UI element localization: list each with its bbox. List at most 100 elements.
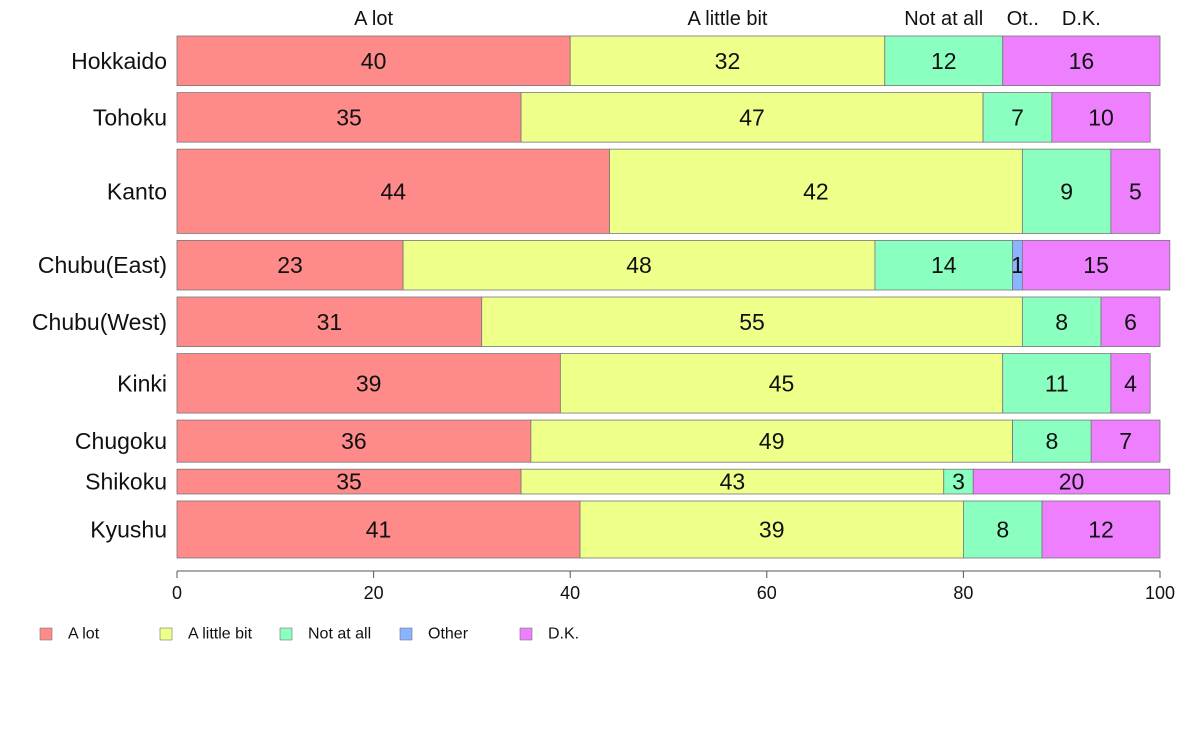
category-label-chubu-east-: Chubu(East) (38, 252, 167, 278)
legend-label: A lot (68, 626, 100, 643)
bar-segment (1110, 353, 1151, 414)
data-label: 39 (356, 370, 382, 396)
data-label: 10 (1088, 104, 1114, 130)
x-tick-label: 0 (172, 583, 182, 603)
bar-segment (1021, 296, 1102, 347)
data-label: 32 (715, 48, 741, 74)
bar-segment (1090, 419, 1161, 463)
x-tick-label: 60 (757, 583, 777, 603)
data-label: 8 (1045, 428, 1058, 454)
series-top-label: Not at all (904, 8, 983, 30)
data-label: 20 (1059, 469, 1085, 495)
data-label: 7 (1011, 104, 1024, 130)
data-label: 12 (931, 48, 957, 74)
data-label: 48 (626, 252, 652, 278)
legend-label: A little bit (188, 626, 253, 643)
bar-segment (520, 92, 984, 143)
bar-segment (176, 468, 522, 495)
bar-segment (176, 500, 581, 559)
data-label: 36 (341, 428, 367, 454)
data-label: 7 (1119, 428, 1132, 454)
category-label-tohoku: Tohoku (93, 104, 167, 130)
bar-segment (963, 500, 1043, 559)
bar-segment (176, 353, 561, 414)
bar-segment (520, 468, 945, 495)
data-label: 11 (1045, 370, 1069, 396)
legend-label: D.K. (548, 626, 579, 643)
x-tick-label: 80 (953, 583, 973, 603)
data-label: 35 (336, 104, 362, 130)
legend-swatch (159, 627, 173, 641)
bar-segment (530, 419, 1013, 463)
bar-segment (176, 240, 404, 291)
bar-segment (569, 35, 886, 86)
x-tick-label: 40 (560, 583, 580, 603)
data-label: 43 (720, 469, 746, 495)
legend-swatch (519, 627, 533, 641)
data-label: 14 (931, 252, 957, 278)
bar-segment (481, 296, 1023, 347)
series-top-label: D.K. (1062, 8, 1101, 30)
category-label-shikoku: Shikoku (85, 469, 167, 495)
bar-segment (884, 35, 1004, 86)
data-label: 8 (1055, 309, 1068, 335)
bar-segment (1051, 92, 1151, 143)
data-label: 49 (759, 428, 785, 454)
data-label: 16 (1069, 48, 1095, 74)
data-label: 5 (1129, 178, 1142, 204)
data-label: 40 (361, 48, 387, 74)
data-label: 3 (952, 469, 965, 495)
data-label: 31 (317, 309, 343, 335)
legend-swatch (279, 627, 293, 641)
bar-segment (982, 92, 1053, 143)
data-label: 47 (739, 104, 765, 130)
bar-segment (943, 468, 974, 495)
category-label-chubu-west-: Chubu(West) (32, 309, 167, 335)
bar-segment (402, 240, 876, 291)
data-label: 41 (366, 516, 392, 542)
data-label: 42 (803, 178, 829, 204)
data-label: 15 (1083, 252, 1109, 278)
category-label-kinki: Kinki (117, 370, 167, 396)
bar-segment (1021, 240, 1171, 291)
bar-segment (176, 35, 571, 86)
data-label: 23 (277, 252, 303, 278)
data-label: 35 (336, 469, 362, 495)
data-label: 39 (759, 516, 785, 542)
bar-segment (609, 148, 1023, 234)
bar-segment (1012, 419, 1092, 463)
series-top-label: Ot.. (1007, 8, 1039, 30)
data-label: 6 (1124, 309, 1137, 335)
bar-segment (1041, 500, 1161, 559)
bar-segment (972, 468, 1171, 495)
bar-segment (176, 419, 532, 463)
data-label: 8 (996, 516, 1009, 542)
data-label: 9 (1060, 178, 1073, 204)
data-label: 45 (769, 370, 795, 396)
category-label-kanto: Kanto (107, 178, 167, 204)
bar-segment (579, 500, 964, 559)
x-tick-label: 20 (364, 583, 384, 603)
data-label: 1 (1011, 252, 1024, 278)
bar-segment (874, 240, 1013, 291)
legend-label: Other (428, 626, 469, 643)
bar-segment (176, 92, 522, 143)
legend-label: Not at all (308, 626, 371, 643)
data-label: 55 (739, 309, 765, 335)
x-tick-label: 100 (1145, 583, 1175, 603)
category-label-hokkaido: Hokkaido (71, 48, 167, 74)
category-label-chugoku: Chugoku (75, 428, 167, 454)
data-label: 4 (1124, 370, 1137, 396)
series-top-label: A lot (354, 8, 393, 30)
series-top-label: A little bit (687, 8, 767, 30)
bar-segment (1100, 296, 1161, 347)
bar-segment (559, 353, 1004, 414)
data-label: 44 (380, 178, 406, 204)
bar-segment (1002, 35, 1161, 86)
data-label: 12 (1088, 516, 1114, 542)
legend-swatch (39, 627, 53, 641)
bar-segment (1110, 148, 1161, 234)
legend-swatch (399, 627, 413, 641)
